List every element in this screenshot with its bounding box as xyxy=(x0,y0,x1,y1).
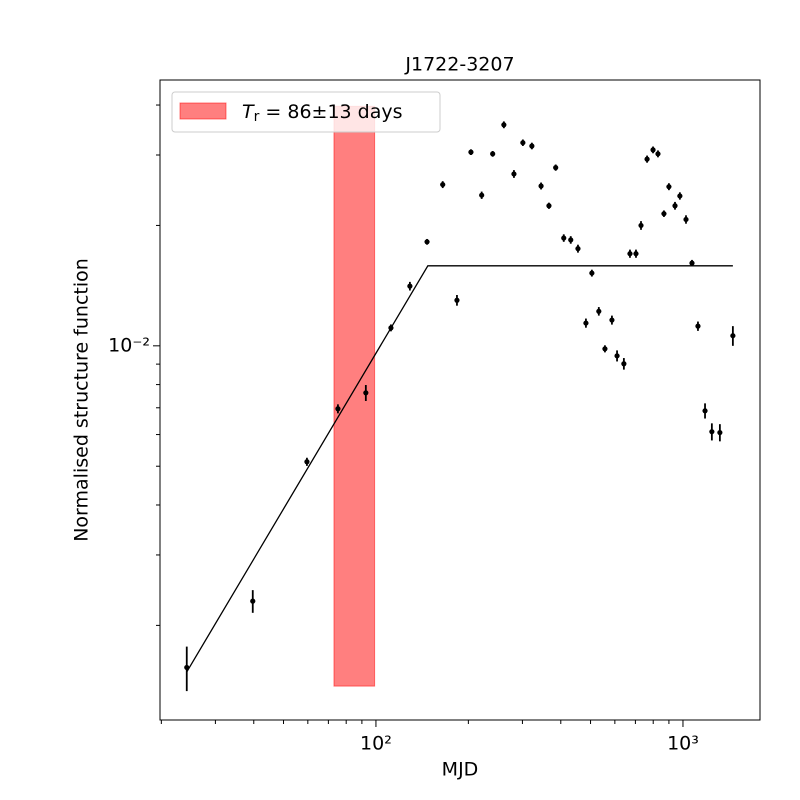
data-point xyxy=(490,151,496,157)
data-point xyxy=(388,325,394,331)
data-point xyxy=(672,203,678,209)
legend-label: Tr = 86±13 days xyxy=(242,101,403,126)
data-point xyxy=(407,283,413,289)
data-point xyxy=(568,237,574,243)
data-point xyxy=(683,216,689,223)
data-point xyxy=(561,235,567,241)
data-point xyxy=(304,459,310,465)
data-point xyxy=(638,222,644,229)
data-point xyxy=(479,192,485,198)
legend-swatch xyxy=(179,102,227,120)
legend: Tr = 86±13 days xyxy=(171,91,441,133)
data-point xyxy=(184,664,190,671)
data-point xyxy=(501,122,507,128)
data-point xyxy=(363,390,369,396)
legend-box xyxy=(171,91,441,133)
data-point xyxy=(614,353,620,359)
data-point xyxy=(468,149,474,155)
data-point xyxy=(695,323,701,329)
data-point xyxy=(454,297,460,303)
data-point xyxy=(335,406,341,412)
data-point xyxy=(627,251,633,257)
legend-subscript: r xyxy=(254,109,260,125)
data-point xyxy=(546,203,552,209)
data-point xyxy=(575,246,581,252)
data-point xyxy=(589,270,595,276)
data-point xyxy=(553,165,559,171)
data-point xyxy=(689,260,695,266)
data-point xyxy=(602,346,608,352)
data-point xyxy=(661,211,667,217)
x-tick-label: 10³ xyxy=(667,733,699,755)
chart-title: J1722-3207 xyxy=(404,54,514,76)
data-point xyxy=(717,429,723,436)
data-point xyxy=(596,308,602,314)
data-point xyxy=(440,181,446,188)
data-point xyxy=(730,333,736,339)
data-point xyxy=(511,171,517,177)
legend-text: = 86±13 days xyxy=(259,101,402,123)
plot-frame xyxy=(159,79,761,721)
data-point xyxy=(644,156,650,162)
legend-symbol: T xyxy=(242,101,255,123)
data-point xyxy=(609,317,615,323)
y-tick-label: 10⁻² xyxy=(108,334,150,356)
data-point xyxy=(666,184,672,190)
reference-span xyxy=(333,105,376,687)
y-axis-label: Normalised structure function xyxy=(71,258,93,542)
data-point xyxy=(650,147,656,153)
data-point xyxy=(709,429,715,435)
data-point xyxy=(538,183,544,189)
data-point xyxy=(250,598,256,604)
data-point xyxy=(633,251,639,257)
data-point xyxy=(583,320,589,326)
fit-line xyxy=(186,265,733,673)
data-point xyxy=(529,143,535,149)
x-tick-label: 10² xyxy=(360,733,392,755)
data-point xyxy=(520,140,526,146)
x-axis-label: MJD xyxy=(442,759,479,781)
data-point xyxy=(424,239,430,245)
data-point xyxy=(677,193,683,199)
data-point xyxy=(702,408,708,414)
data-point xyxy=(621,361,627,367)
data-point xyxy=(655,151,661,157)
